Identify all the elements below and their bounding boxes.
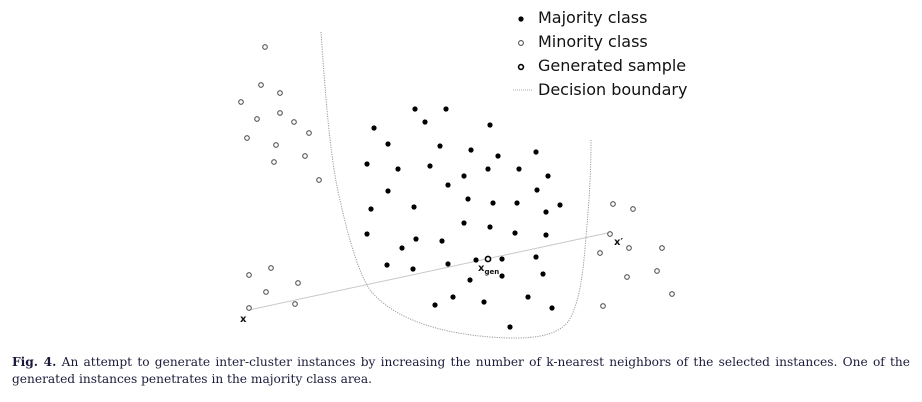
majority-point [437,143,443,149]
majority-point [490,200,496,206]
minority-point [262,44,268,50]
minority-point [244,135,250,141]
majority-point [410,266,416,272]
minority-point [263,289,269,295]
majority-point [384,262,390,268]
caption-text: An attempt to generate inter-cluster ins… [12,355,910,386]
minority-point [659,245,665,251]
minority-point [669,291,675,297]
majority-point [540,271,546,277]
interpolation-line [248,231,613,311]
majority-point [385,141,391,147]
minority-point [316,177,322,183]
majority-point [499,273,505,279]
minority-point [271,159,277,165]
majority-point [545,173,551,179]
majority-point [533,149,539,155]
majority-point [481,299,487,305]
minority-point [626,245,632,251]
majority-point [557,202,563,208]
majority-point [495,153,501,159]
minority-point [295,280,301,286]
majority-point [443,106,449,112]
majority-point [543,209,549,215]
legend-label: Decision boundary [538,80,688,99]
minority-point [597,250,603,256]
legend-label: Majority class [538,8,648,27]
minority-point [610,201,616,207]
majority-point [364,161,370,167]
minority-point [254,116,260,122]
majority-point [461,173,467,179]
majority-point [514,200,520,206]
minority-point [273,142,279,148]
majority-point [533,254,539,260]
majority-point [534,187,540,193]
legend-label: Minority class [538,32,648,51]
scatter-diagram: x x′ xgen [238,31,675,339]
minority-points [238,44,675,311]
majority-point [465,196,471,202]
minority-point [306,130,312,136]
generated-sample-point [484,255,492,263]
filled-dot-icon [518,16,524,22]
majority-point [485,166,491,172]
minority-point [277,90,283,96]
majority-point [422,119,428,125]
minority-point [291,119,297,125]
majority-point [467,277,473,283]
minority-point [246,272,252,278]
dotted-line-icon [513,89,533,91]
majority-point [461,220,467,226]
majority-point [473,257,479,263]
majority-point [445,182,451,188]
minority-point [630,206,636,212]
figure-number: Fig. 4. [12,355,57,369]
minority-point [258,82,264,88]
majority-point [427,163,433,169]
x-prime-label: x′ [614,237,623,248]
minority-point [246,305,252,311]
minority-point [600,303,606,309]
majority-point [445,261,451,267]
majority-point [399,245,405,251]
majority-point [499,256,505,262]
majority-point [364,231,370,237]
majority-point [439,238,445,244]
x-gen-label: xgen [478,263,499,276]
minority-point [238,99,244,105]
majority-point [432,302,438,308]
majority-point [543,232,549,238]
majority-point [413,236,419,242]
minority-point [624,274,630,280]
majority-point [512,230,518,236]
majority-point [385,188,391,194]
majority-point [412,106,418,112]
bold-hollow-dot-icon [517,63,525,71]
minority-point [302,153,308,159]
majority-point [411,204,417,210]
minority-point [292,301,298,307]
majority-point [371,125,377,131]
majority-points [364,106,563,330]
minority-point [607,231,613,237]
majority-point [395,166,401,172]
figure-caption: Fig. 4. An attempt to generate inter-clu… [12,354,910,388]
minority-point [654,268,660,274]
minority-point [277,110,283,116]
majority-point [549,305,555,311]
majority-point [368,206,374,212]
majority-point [507,324,513,330]
decision-boundary [320,31,592,339]
minority-point [268,265,274,271]
majority-point [450,294,456,300]
majority-point [487,224,493,230]
legend-label: Generated sample [538,56,687,75]
majority-point [487,122,493,128]
majority-point [516,166,522,172]
majority-point [468,147,474,153]
hollow-dot-icon [518,40,524,46]
majority-point [525,294,531,300]
x-label: x [240,314,247,325]
